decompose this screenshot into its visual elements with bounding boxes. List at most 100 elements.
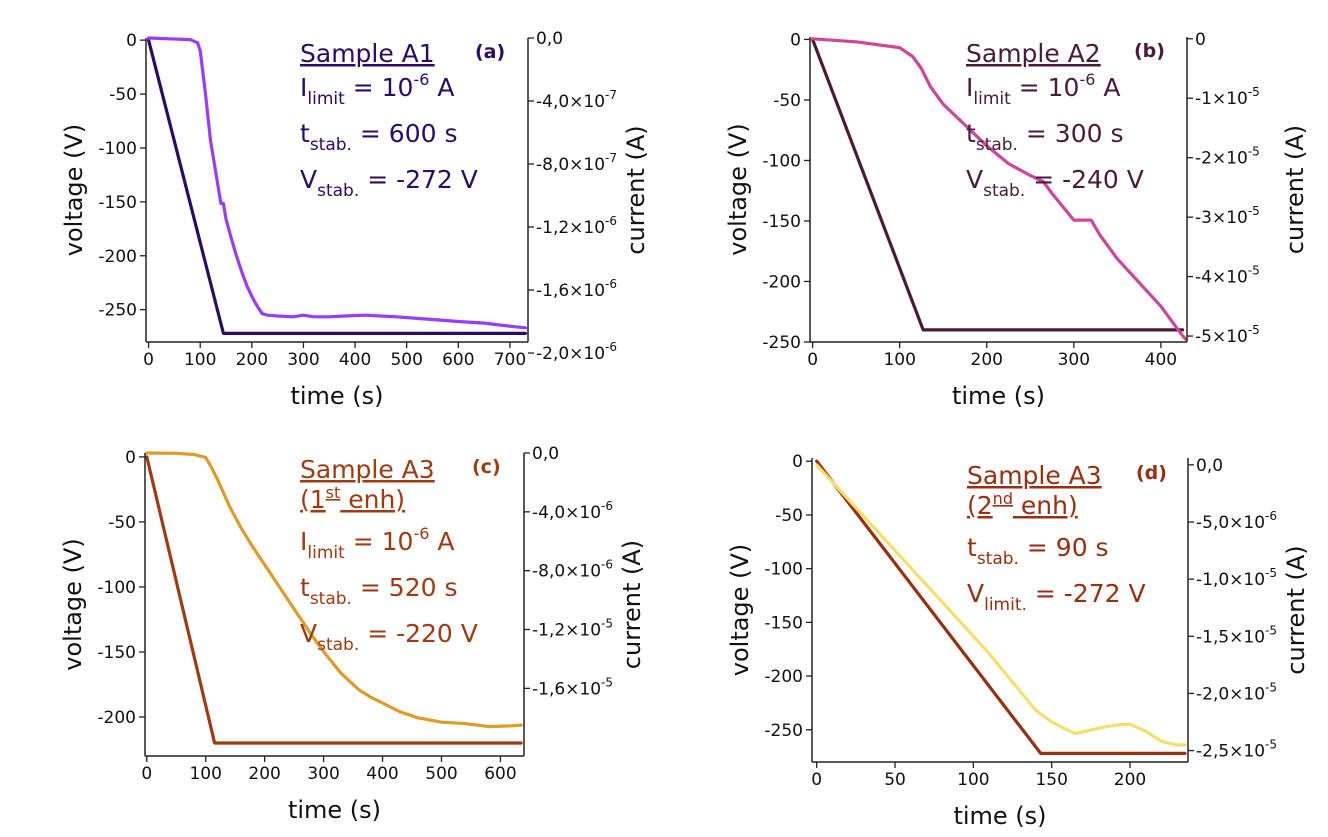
y-axis-label: voltage (V) — [726, 544, 754, 676]
current-line — [147, 36, 528, 330]
y-tick-label: -200 — [762, 272, 801, 292]
value: = 90 s — [1019, 533, 1109, 562]
subtitle-open: (1 — [300, 485, 326, 514]
y2-axis-label: current (A) — [1282, 545, 1310, 674]
subtitle-close: enh) — [340, 485, 405, 514]
exponent: -6 — [413, 70, 429, 89]
panel-c: 0 100 200 300 400 500 600 0 -50 -100 -150 -200 0,0 -4… — [59, 444, 646, 824]
x-tick-label: 200 — [971, 350, 1003, 370]
panel-label: (d) — [1136, 462, 1167, 484]
y2-tick-mantissa: -2,0×10 — [536, 344, 605, 364]
y2-tick-label: -2×10-5 — [1195, 145, 1260, 169]
value: = -272 V — [359, 165, 478, 194]
y-tick-label: -200 — [764, 667, 803, 687]
panel-label: (b) — [1134, 40, 1165, 62]
annotation-line: tstab. = 300 s — [966, 119, 1123, 155]
symbol-subscript: stab. — [976, 135, 1018, 155]
y2-tick-mantissa: -4,0×10 — [536, 92, 605, 112]
symbol-subscript: stab. — [310, 589, 352, 609]
voltage-line — [810, 37, 1185, 332]
y-tick-label: -150 — [762, 212, 801, 232]
annotation-line: Ilimit = 10-6 A — [300, 524, 454, 563]
y-tick-label: 0 — [126, 31, 137, 51]
y2-tick-exponent: -7 — [605, 151, 617, 165]
unit: A — [429, 73, 454, 102]
y-tick-label: -200 — [98, 247, 137, 267]
y-tick-label: -100 — [764, 560, 803, 580]
y-axis-label: voltage (V) — [724, 123, 752, 255]
subtitle-open: (2 — [967, 491, 993, 520]
symbol-subscript: stab. — [977, 549, 1019, 569]
x-tick-label: 100 — [883, 350, 915, 370]
y2-tick-label: -1,2×10-5 — [532, 617, 613, 641]
y-axis-label: voltage (V) — [60, 124, 88, 256]
symbol-subscript: stab. — [317, 181, 359, 201]
x-tick-label: 500 — [390, 350, 422, 370]
annotation-line: Vstab. = -272 V — [300, 165, 478, 201]
y-tick-label: -150 — [98, 193, 137, 213]
y2-tick-exponent: -6 — [601, 499, 613, 513]
x-tick-label: 0 — [143, 350, 154, 370]
symbol: t — [967, 533, 977, 562]
y2-tick-exponent: -5 — [1248, 145, 1260, 159]
y2-tick-exponent: -5 — [1248, 264, 1260, 278]
y2-tick-mantissa: -3×10 — [1195, 208, 1248, 228]
x-tick-label: 0 — [141, 764, 152, 784]
y2-tick-exponent: -7 — [605, 88, 617, 102]
annotation-line: tstab. = 90 s — [967, 533, 1109, 569]
value: = 600 s — [352, 119, 458, 148]
x-tick-label: 400 — [339, 350, 371, 370]
y2-tick-exponent: -5 — [1265, 738, 1277, 752]
value: = 10 — [345, 73, 414, 102]
y2-tick-mantissa: -2,0×10 — [1196, 684, 1265, 704]
sample-title: Sample A3 — [300, 455, 435, 484]
y2-tick-exponent: -5 — [601, 617, 613, 631]
y2-tick-exponent: -6 — [605, 277, 617, 291]
y2-tick-mantissa: -5,0×10 — [1196, 513, 1265, 533]
y2-axis-label: current (A) — [618, 540, 646, 669]
y-tick-label: -100 — [98, 139, 137, 159]
subtitle-sup: st — [326, 483, 341, 502]
sample-subtitle: (1st enh) — [300, 483, 405, 514]
y2-tick-mantissa: -8,0×10 — [536, 155, 605, 175]
x-axis-label: time (s) — [288, 796, 381, 824]
annotation-line: tstab. = 600 s — [300, 119, 457, 155]
x-tick-label: 150 — [1035, 770, 1067, 790]
y2-tick-mantissa: -1,2×10 — [536, 218, 605, 238]
x-tick-label: 700 — [494, 350, 526, 370]
current-line — [815, 463, 1187, 747]
y2-tick-mantissa: -4,0×10 — [532, 503, 601, 523]
symbol: t — [300, 573, 310, 602]
y2-tick-label: 0,0 — [1196, 456, 1223, 476]
y2-axis-label: current (A) — [622, 125, 650, 254]
x-tick-label: 0 — [807, 350, 818, 370]
y-tick-label: 0 — [792, 452, 803, 472]
y2-tick-label: 0,0 — [536, 29, 563, 49]
symbol: V — [300, 165, 317, 194]
x-tick-label: 200 — [236, 350, 268, 370]
x-tick-label: 50 — [884, 770, 906, 790]
annotation-line: Ilimit = 10-6 A — [300, 70, 454, 109]
y-tick-label: -50 — [775, 506, 803, 526]
y2-tick-label: -5×10-5 — [1195, 323, 1260, 347]
y2-tick-label: -4×10-5 — [1195, 264, 1260, 288]
y2-tick-label: -8,0×10-7 — [536, 151, 617, 175]
y2-tick-mantissa: -1,2×10 — [532, 621, 601, 641]
y2-tick-label: -1,5×10-5 — [1196, 623, 1277, 647]
x-tick-label: 100 — [189, 764, 221, 784]
x-tick-label: 200 — [1114, 770, 1146, 790]
exponent: -6 — [413, 524, 429, 543]
symbol-subscript: limit — [973, 89, 1011, 109]
current-line — [145, 451, 523, 729]
y2-tick-label: -2,0×10-5 — [1196, 680, 1277, 704]
y-tick-label: -50 — [109, 85, 137, 105]
y2-tick-label: -2,0×10-6 — [536, 340, 617, 364]
panel-label: (a) — [475, 41, 505, 63]
unit: A — [1095, 73, 1120, 102]
y2-tick-exponent: -5 — [1265, 680, 1277, 694]
sample-title: Sample A3 — [967, 461, 1102, 490]
voltage-line — [815, 459, 1187, 756]
x-axis-label: time (s) — [290, 382, 383, 410]
y2-tick-mantissa: -1×10 — [1195, 89, 1248, 109]
